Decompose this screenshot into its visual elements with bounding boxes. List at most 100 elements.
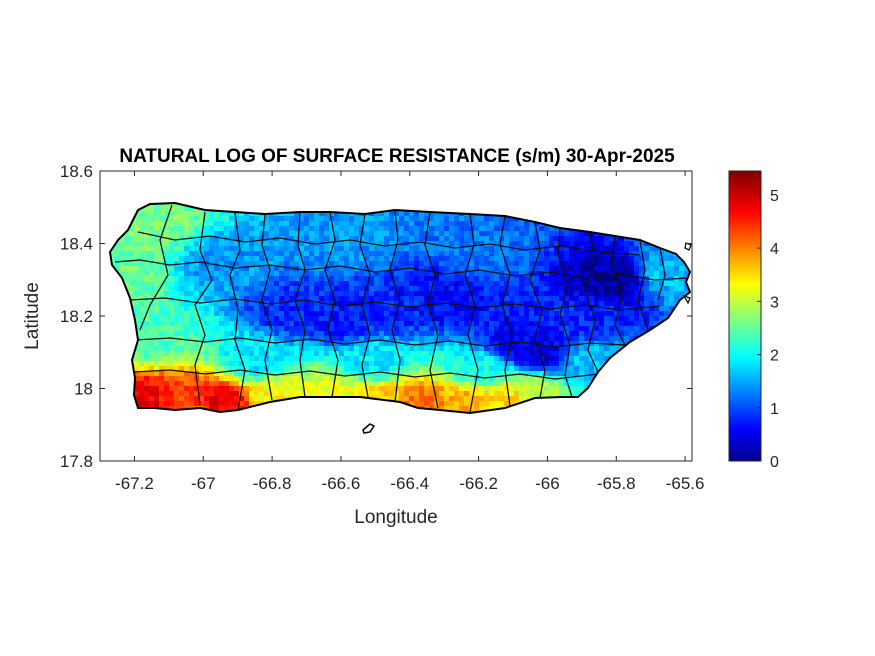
- heatmap-cell: [339, 311, 345, 317]
- heatmap-cell: [199, 336, 205, 342]
- heatmap-cell: [384, 371, 390, 377]
- heatmap-cell: [219, 216, 225, 222]
- heatmap-cell: [204, 381, 210, 387]
- heatmap-cell: [529, 236, 535, 242]
- heatmap-cell: [499, 221, 505, 227]
- heatmap-cell: [244, 346, 250, 352]
- heatmap-cell: [454, 386, 460, 392]
- heatmap-cell: [289, 311, 295, 317]
- heatmap-cell: [179, 316, 185, 322]
- heatmap-cell: [494, 306, 500, 312]
- heatmap-cell: [519, 236, 525, 242]
- heatmap-cell: [379, 261, 385, 267]
- heatmap-cell: [409, 276, 415, 282]
- heatmap-cell: [439, 226, 445, 232]
- heatmap-cell: [494, 261, 500, 267]
- heatmap-cell: [164, 286, 170, 292]
- heatmap-cell: [249, 316, 255, 322]
- heatmap-cell: [259, 381, 265, 387]
- heatmap-cell: [389, 311, 395, 317]
- heatmap-cell: [464, 221, 470, 227]
- heatmap-cell: [189, 396, 195, 402]
- heatmap-cell: [664, 261, 670, 267]
- heatmap-cell: [189, 356, 195, 362]
- heatmap-cell: [159, 311, 165, 317]
- heatmap-cell: [209, 376, 215, 382]
- heatmap-cell: [674, 256, 680, 262]
- heatmap-cell: [149, 401, 155, 407]
- heatmap-cell: [509, 296, 515, 302]
- heatmap-cell: [414, 386, 420, 392]
- heatmap-cell: [239, 331, 245, 337]
- heatmap-cell: [479, 331, 485, 337]
- heatmap-cell: [229, 381, 235, 387]
- heatmap-cell: [414, 291, 420, 297]
- heatmap-cell: [514, 386, 520, 392]
- heatmap-cell: [344, 261, 350, 267]
- heatmap-cell: [364, 331, 370, 337]
- heatmap-cell: [169, 361, 175, 367]
- heatmap-cell: [204, 256, 210, 262]
- heatmap-cell: [209, 291, 215, 297]
- heatmap-cell: [479, 231, 485, 237]
- heatmap-cell: [359, 356, 365, 362]
- heatmap-cell: [304, 281, 310, 287]
- heatmap-cell: [509, 351, 515, 357]
- heatmap-cell: [179, 216, 185, 222]
- heatmap-cell: [314, 236, 320, 242]
- heatmap-cell: [139, 276, 145, 282]
- heatmap-cell: [339, 301, 345, 307]
- heatmap-cell: [279, 296, 285, 302]
- heatmap-cell: [509, 346, 515, 352]
- heatmap-cell: [304, 231, 310, 237]
- heatmap-cell: [299, 326, 305, 332]
- heatmap-cell: [324, 256, 330, 262]
- heatmap-cell: [224, 366, 230, 372]
- heatmap-cell: [254, 271, 260, 277]
- heatmap-cell: [339, 221, 345, 227]
- heatmap-cell: [264, 236, 270, 242]
- heatmap-cell: [389, 216, 395, 222]
- heatmap-cell: [524, 376, 530, 382]
- heatmap-cell: [169, 226, 175, 232]
- heatmap-cell: [349, 256, 355, 262]
- heatmap-cell: [214, 361, 220, 367]
- heatmap-cell: [389, 366, 395, 372]
- heatmap-cell: [514, 291, 520, 297]
- heatmap-cell: [144, 266, 150, 272]
- heatmap-cell: [614, 346, 620, 352]
- heatmap-cell: [554, 371, 560, 377]
- heatmap-cell: [384, 281, 390, 287]
- heatmap-cell: [119, 236, 125, 242]
- heatmap-cell: [199, 226, 205, 232]
- heatmap-cell: [379, 356, 385, 362]
- heatmap-cell: [229, 231, 235, 237]
- heatmap-cell: [314, 311, 320, 317]
- heatmap-cell: [424, 281, 430, 287]
- heatmap-cell: [509, 321, 515, 327]
- heatmap-cell: [129, 266, 135, 272]
- heatmap-cell: [364, 276, 370, 282]
- heatmap-cell: [339, 376, 345, 382]
- heatmap-cell: [669, 251, 675, 257]
- heatmap-cell: [644, 301, 650, 307]
- heatmap-cell: [344, 281, 350, 287]
- heatmap-cell: [224, 391, 230, 397]
- heatmap-cell: [189, 236, 195, 242]
- heatmap-cell: [154, 271, 160, 277]
- heatmap-cell: [374, 376, 380, 382]
- heatmap-cell: [194, 326, 200, 332]
- heatmap-cell: [504, 401, 510, 407]
- heatmap-cell: [224, 336, 230, 342]
- heatmap-cell: [234, 351, 240, 357]
- heatmap-cell: [119, 271, 125, 277]
- heatmap-cell: [444, 321, 450, 327]
- heatmap-cell: [609, 336, 615, 342]
- heatmap-cell: [264, 316, 270, 322]
- heatmap-cell: [219, 291, 225, 297]
- heatmap-cell: [439, 356, 445, 362]
- heatmap-cell: [504, 396, 510, 402]
- heatmap-cell: [439, 351, 445, 357]
- heatmap-cell: [444, 316, 450, 322]
- heatmap-cell: [284, 376, 290, 382]
